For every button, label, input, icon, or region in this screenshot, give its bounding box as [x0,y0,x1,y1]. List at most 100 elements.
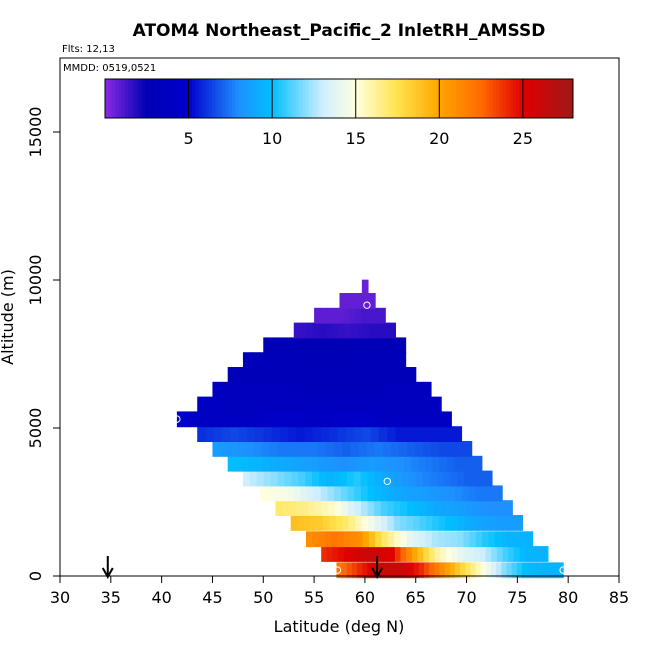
colorbar-swatch [151,79,156,118]
colorbar-swatch [375,79,380,118]
heatmap-cell [368,455,377,472]
heatmap-cell [461,485,470,502]
heatmap-cell [214,396,224,413]
heatmap-cell [321,426,330,443]
y-axis: 0 5000 10000 15000 [26,107,60,581]
heatmap-cell [295,500,303,517]
colorbar-swatch [135,79,139,118]
heatmap-cell [338,322,346,339]
colorbar-swatch [529,79,534,118]
colorbar-swatch [392,79,397,118]
heatmap-cell [277,441,286,457]
sample-marker [173,415,181,423]
colorbar-swatch [171,79,176,118]
heatmap-cell [520,531,527,548]
colorbar-swatch [258,79,263,118]
heatmap-cell [319,455,328,472]
heatmap-cell [361,337,371,354]
colorbar-swatch [295,79,300,118]
heatmap-cell [319,322,327,339]
heatmap-cell [318,531,326,548]
heatmap-cell [360,546,368,562]
heatmap-cell [357,562,363,579]
colorbar-swatch [335,79,340,118]
heatmap-cell [371,396,381,413]
heatmap-cell [305,411,315,428]
colorbar-swatch [456,79,460,118]
heatmap-cell [421,485,429,502]
colorbar-swatch [105,79,109,118]
heatmap-cell [343,531,351,548]
heatmap-cell [319,396,329,413]
heatmap-cell [243,367,252,383]
heatmap-cell [277,470,286,487]
heatmap-cell [301,441,311,457]
colorbar-swatch [562,79,567,118]
heatmap-cell [425,455,433,472]
heatmap-cell [367,470,375,487]
heatmap-cell [321,500,329,517]
heatmap-cell [361,485,369,502]
heatmap-cell [291,455,299,472]
heatmap-cell [242,352,252,369]
heatmap-cell [176,411,187,428]
heatmap-cell [395,426,405,443]
x-tick-label: 60 [355,588,375,607]
heatmap-cell [446,500,454,517]
heatmap-cell [361,515,369,531]
colorbar-swatch [422,79,427,118]
colorbar-tick-label: 15 [346,129,366,148]
heatmap-cell [334,500,342,517]
heatmap-cell [332,470,341,487]
heatmap-cell [485,500,494,517]
heatmap-cell [428,426,438,443]
plot-frame [59,57,620,577]
heatmap-cell [335,515,343,531]
heatmap-cell [245,411,255,428]
heatmap-cell [406,396,416,413]
heatmap-cell [516,562,523,579]
heatmap-cell [308,500,316,517]
heatmap-cell [431,441,440,457]
heatmap-cell [275,500,283,517]
heatmap-cell [542,562,549,579]
flight-arrows [101,556,383,580]
colorbar-swatch [419,79,424,118]
y-axis-label: Altitude (m) [0,269,17,365]
x-axis: 30 35 40 45 50 55 60 65 70 75 80 85 [50,576,629,607]
colorbar-swatch [178,79,183,118]
heatmap-cell [537,562,544,579]
heatmap-cell [463,441,473,457]
colorbar-swatch [298,79,303,118]
heatmap-cell [400,500,408,517]
heatmap-cell [471,470,479,487]
heatmap-cell [350,441,359,457]
heatmap-cell [375,455,384,472]
heatmap-cell [324,531,332,548]
colorbar-swatch [262,79,266,118]
colorbar-swatch [402,79,407,118]
heatmap-cell [310,396,320,413]
heatmap-cell [350,531,357,548]
colorbar-swatch [546,79,551,118]
heatmap-cell [428,546,436,562]
colorbar-swatch [248,79,253,118]
colorbar-swatch [429,79,434,118]
x-tick-label: 70 [456,588,476,607]
heatmap-cell [406,441,416,457]
heatmap-cell [429,470,438,487]
heatmap-cell [352,381,362,398]
heatmap-cell [277,455,285,472]
colorbar-swatch [238,79,243,118]
heatmap-cell [266,396,277,413]
heatmap-cell [354,426,363,443]
heatmap-cell [432,515,440,531]
heatmap-cell [333,441,343,457]
heatmap-cell [296,411,307,428]
heatmap-cell [185,411,195,428]
colorbar-swatch [325,79,330,118]
heatmap-cell [525,546,532,562]
heatmap-cell [357,322,365,339]
heatmap-cell [353,470,362,487]
heatmap-cell [516,515,524,531]
